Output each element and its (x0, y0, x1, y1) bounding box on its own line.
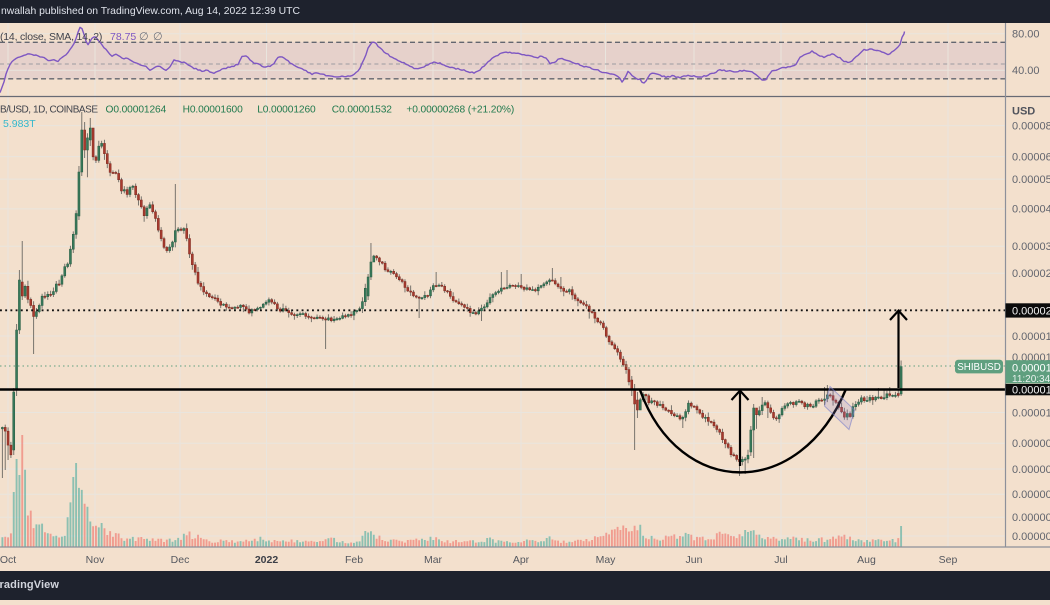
svg-text:∅: ∅ (139, 31, 149, 43)
svg-text:78.75: 78.75 (110, 31, 136, 43)
svg-text:O0.00001264: O0.00001264 (106, 105, 167, 116)
svg-text:Jul: Jul (774, 554, 787, 566)
svg-text:0.00001: 0.00001 (1012, 331, 1050, 343)
svg-text:0.00000: 0.00000 (1012, 464, 1050, 476)
svg-text:0.00000: 0.00000 (1012, 489, 1050, 501)
svg-text:Jun: Jun (686, 554, 703, 566)
svg-text:USD: USD (1012, 106, 1035, 118)
svg-text:∅: ∅ (153, 31, 163, 43)
svg-text:0.00000: 0.00000 (1012, 512, 1050, 524)
svg-text:0.00001: 0.00001 (1012, 407, 1050, 419)
svg-text:0.00008: 0.00008 (1012, 120, 1050, 132)
svg-text:Feb: Feb (345, 554, 363, 566)
svg-text:Nov: Nov (86, 554, 105, 566)
svg-text:2022: 2022 (255, 554, 279, 566)
svg-text:0.00001: 0.00001 (1012, 363, 1050, 375)
svg-text:0.00003: 0.00003 (1012, 241, 1050, 253)
svg-text:SHIBUSD: SHIBUSD (957, 362, 1001, 373)
svg-text:0.00000: 0.00000 (1012, 531, 1050, 543)
svg-text:+0.00000268 (+21.20%): +0.00000268 (+21.20%) (406, 105, 514, 116)
svg-text:0.00005: 0.00005 (1012, 174, 1050, 186)
svg-text:(14, close, SMA, 14, 2): (14, close, SMA, 14, 2) (0, 31, 102, 43)
svg-text:80.00: 80.00 (1012, 29, 1040, 41)
svg-text:0.00002: 0.00002 (1012, 268, 1050, 280)
svg-text:Oct: Oct (0, 554, 16, 566)
svg-text:Sep: Sep (939, 554, 958, 566)
svg-text:Dec: Dec (171, 554, 190, 566)
svg-text:5.983T: 5.983T (3, 118, 36, 130)
svg-text:May: May (596, 554, 617, 566)
svg-text:0.00002: 0.00002 (1012, 305, 1050, 317)
svg-text:H0.00001600: H0.00001600 (183, 105, 244, 116)
svg-text:0.00000: 0.00000 (1012, 438, 1050, 450)
svg-text:40.00: 40.00 (1012, 65, 1040, 77)
svg-text:0.00001: 0.00001 (1012, 385, 1050, 397)
svg-text:B/USD, 1D, COINBASE: B/USD, 1D, COINBASE (0, 105, 98, 116)
svg-text:Apr: Apr (513, 554, 530, 566)
svg-text:C0.00001532: C0.00001532 (332, 105, 393, 116)
svg-text:Mar: Mar (424, 554, 443, 566)
svg-text:Aug: Aug (857, 554, 876, 566)
svg-text:0.00004: 0.00004 (1012, 204, 1050, 216)
svg-text:11:20:34: 11:20:34 (1012, 374, 1050, 385)
svg-text:0.00006: 0.00006 (1012, 151, 1050, 163)
svg-text:L0.00001260: L0.00001260 (257, 105, 316, 116)
